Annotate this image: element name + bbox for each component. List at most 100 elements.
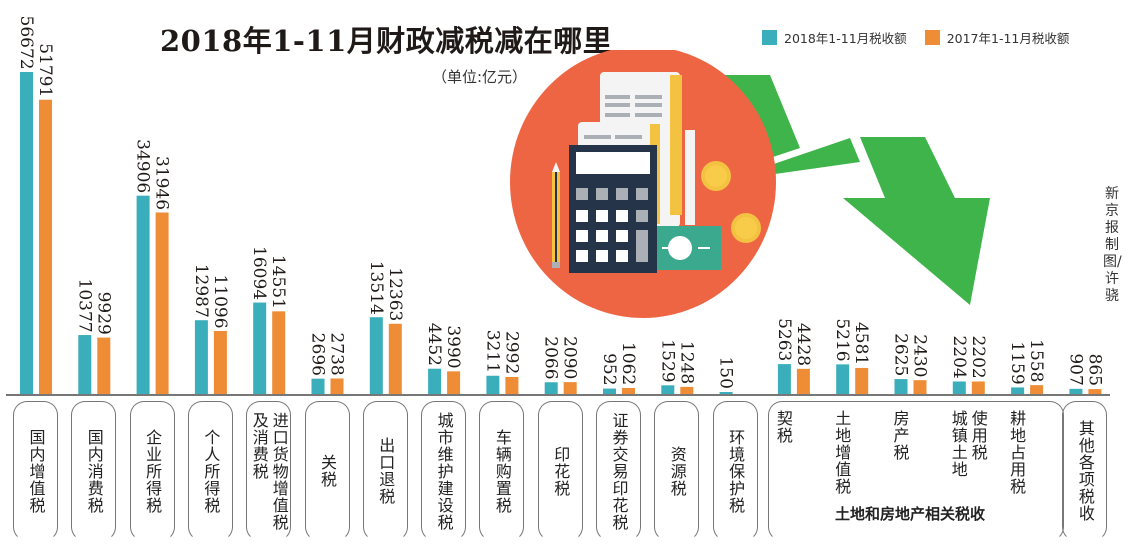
credit-text: 新京报制图/许骁 bbox=[1103, 186, 1122, 304]
legend-swatch-2017 bbox=[924, 30, 940, 45]
value-label: 2430 bbox=[910, 334, 930, 377]
category-box: 城市维护建设税 bbox=[421, 401, 467, 541]
value-label: 1529 bbox=[657, 339, 677, 382]
category-label: 耕地占用税 bbox=[1007, 410, 1026, 495]
category-label-text: 使用税 bbox=[968, 410, 988, 461]
category-label-text: 土地增值税 bbox=[832, 410, 852, 495]
bar-2017 bbox=[913, 380, 927, 394]
value-label: 2066 bbox=[541, 336, 561, 379]
category-label-text: 契税 bbox=[773, 410, 793, 444]
bar-2017 bbox=[213, 330, 227, 394]
category-box: 印花税 bbox=[537, 401, 583, 541]
bar-2017 bbox=[155, 212, 169, 394]
bar-2018 bbox=[486, 375, 500, 394]
value-label: 5216 bbox=[832, 318, 852, 361]
category-label-text: 城镇土地 bbox=[948, 410, 968, 478]
value-label: 51791 bbox=[35, 43, 55, 97]
value-label: 952 bbox=[599, 353, 619, 385]
legend-label-2017: 2017年1-11月税收额 bbox=[946, 31, 1070, 46]
value-label: 4452 bbox=[424, 323, 444, 366]
category-box: 国内消费税 bbox=[71, 401, 117, 541]
bar-2017 bbox=[97, 337, 111, 394]
bar-2018 bbox=[544, 382, 558, 394]
bar-2017 bbox=[447, 371, 461, 394]
bar-2018 bbox=[1069, 388, 1083, 394]
category-label-text: 资源税 bbox=[667, 445, 687, 497]
category-label-text: 企业所得税 bbox=[143, 428, 163, 514]
legend: 2018年1-11月税收额 2017年1-11月税收额 bbox=[762, 28, 1069, 47]
value-label: 2204 bbox=[949, 335, 969, 378]
legend-label-2018: 2018年1-11月税收额 bbox=[784, 31, 907, 46]
category-label: 契税 bbox=[773, 410, 793, 444]
category-label-text: 房产税 bbox=[890, 410, 910, 461]
bar-2017 bbox=[622, 387, 635, 394]
category-label-text: 国内消费税 bbox=[84, 428, 104, 514]
bar-2018 bbox=[1011, 387, 1025, 394]
bar-2017 bbox=[971, 381, 985, 394]
category-label-text: 关税 bbox=[318, 454, 337, 488]
value-label: 1558 bbox=[1026, 339, 1046, 382]
bar-2017 bbox=[680, 386, 694, 394]
bar-2018 bbox=[894, 379, 908, 394]
bar-2018 bbox=[719, 392, 733, 394]
value-label: 2696 bbox=[308, 333, 328, 376]
value-label: 10377 bbox=[74, 279, 94, 333]
value-label: 13514 bbox=[366, 261, 386, 315]
category-box: 国内增值税 bbox=[13, 401, 58, 541]
category-box: 出口退税 bbox=[362, 401, 408, 541]
bar-2018 bbox=[20, 72, 33, 394]
value-label: 2090 bbox=[560, 336, 580, 379]
value-label: 2992 bbox=[501, 331, 521, 374]
value-label: 12987 bbox=[191, 264, 211, 318]
bar-2018 bbox=[136, 195, 150, 394]
category-label-text: 环境保护税 bbox=[726, 428, 746, 514]
value-label: 1248 bbox=[676, 341, 696, 384]
category-label-text: 进口货物增值税 bbox=[269, 412, 289, 531]
category-box: 资源税 bbox=[654, 401, 700, 541]
value-label: 2202 bbox=[968, 335, 988, 378]
bar-2017 bbox=[330, 378, 344, 394]
category-label-text: 其他各项税收 bbox=[1075, 420, 1095, 522]
category-box: 环境保护税 bbox=[712, 401, 758, 541]
value-label: 3990 bbox=[443, 325, 463, 368]
bar-2018 bbox=[369, 317, 383, 394]
bar-2017 bbox=[855, 367, 869, 394]
category-label-text: 城市维护建设税 bbox=[434, 411, 454, 531]
tax-illustration bbox=[510, 50, 990, 318]
bar-2017 bbox=[388, 323, 402, 394]
category-box: 其他各项税收 bbox=[1062, 401, 1108, 541]
legend-item-2017: 2017年1-11月税收额 bbox=[924, 28, 1070, 47]
value-label: 16094 bbox=[249, 246, 269, 300]
bar-2018 bbox=[311, 378, 325, 394]
bar-2018 bbox=[194, 320, 208, 394]
legend-swatch-2018 bbox=[762, 30, 777, 45]
category-label-text: 个人所得税 bbox=[201, 428, 221, 514]
category-label-text: 出口退税 bbox=[376, 437, 396, 505]
value-label: 9929 bbox=[93, 292, 113, 335]
value-label: 12363 bbox=[385, 267, 405, 321]
value-label: 5263 bbox=[774, 318, 794, 361]
category-label-text: 印花税 bbox=[551, 445, 571, 497]
bar-2017 bbox=[563, 382, 577, 394]
bar-2017 bbox=[796, 368, 810, 394]
value-label: 4581 bbox=[851, 322, 871, 365]
value-label: 31946 bbox=[152, 156, 172, 210]
value-label: 150 bbox=[716, 357, 736, 389]
value-label: 14551 bbox=[268, 255, 288, 309]
category-box: 车辆购置税 bbox=[479, 401, 525, 541]
category-box: 个人所得税 bbox=[187, 401, 233, 541]
category-label-text: 证券交易印花税 bbox=[609, 411, 629, 531]
category-box: 及消费税 进口货物增值税 bbox=[246, 401, 292, 541]
bar-2018 bbox=[952, 381, 966, 394]
bar-2017 bbox=[39, 99, 52, 394]
bar-2018 bbox=[836, 364, 850, 394]
bar-2017 bbox=[1088, 389, 1102, 394]
value-label: 2738 bbox=[327, 332, 347, 375]
banknote-icon bbox=[657, 226, 721, 270]
value-label: 2625 bbox=[891, 333, 911, 376]
bar-2018 bbox=[777, 364, 791, 394]
group-label-land-real-estate: 土地和房地产相关税收 bbox=[835, 505, 986, 523]
group-box-land-real-estate bbox=[768, 401, 1064, 541]
bar-2018 bbox=[428, 368, 442, 394]
